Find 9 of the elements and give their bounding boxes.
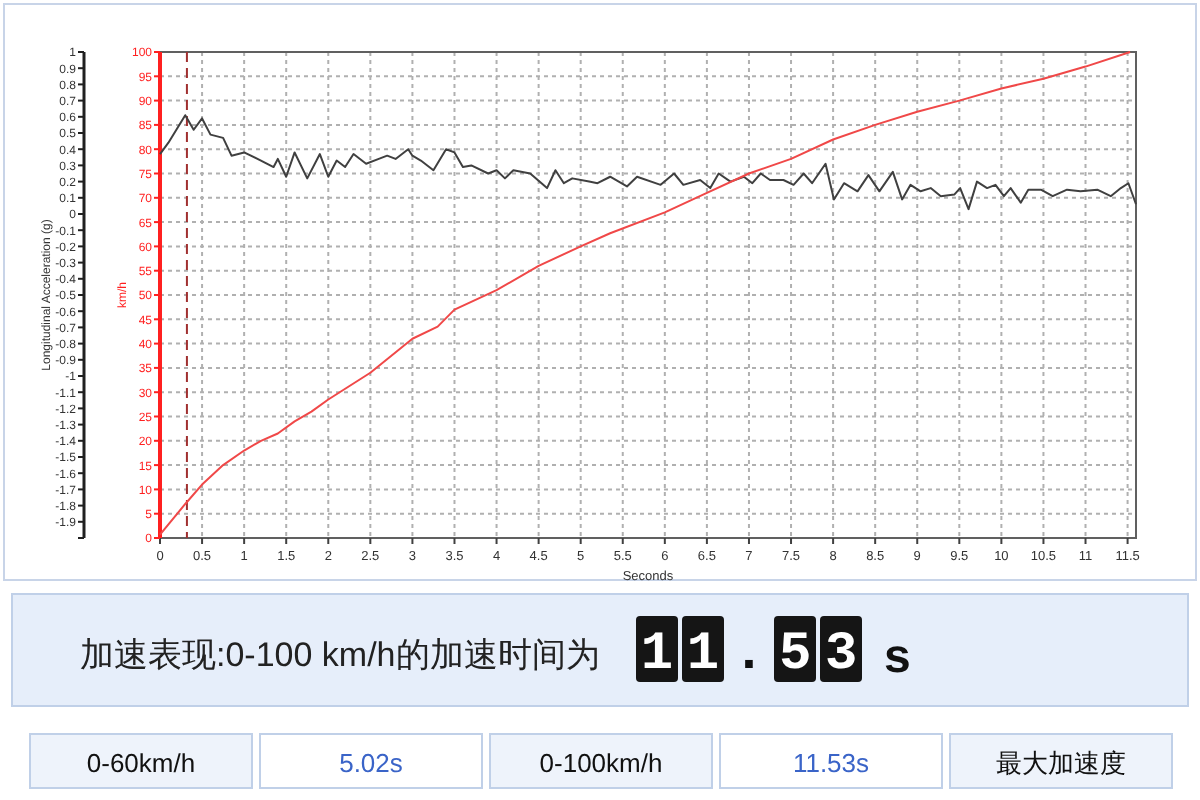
line-series [159, 51, 1132, 536]
text: 0-60km/h [86, 748, 196, 778]
line-series [159, 114, 1137, 211]
text: 5.02s [339, 748, 404, 778]
text: s [884, 630, 911, 684]
text: 加速表现:0-100 km/h的加速时间为 [80, 636, 600, 674]
text: 11.53s [792, 748, 871, 778]
text: 0-100km/h [539, 748, 663, 778]
text: 最大加速度 [996, 748, 1126, 778]
